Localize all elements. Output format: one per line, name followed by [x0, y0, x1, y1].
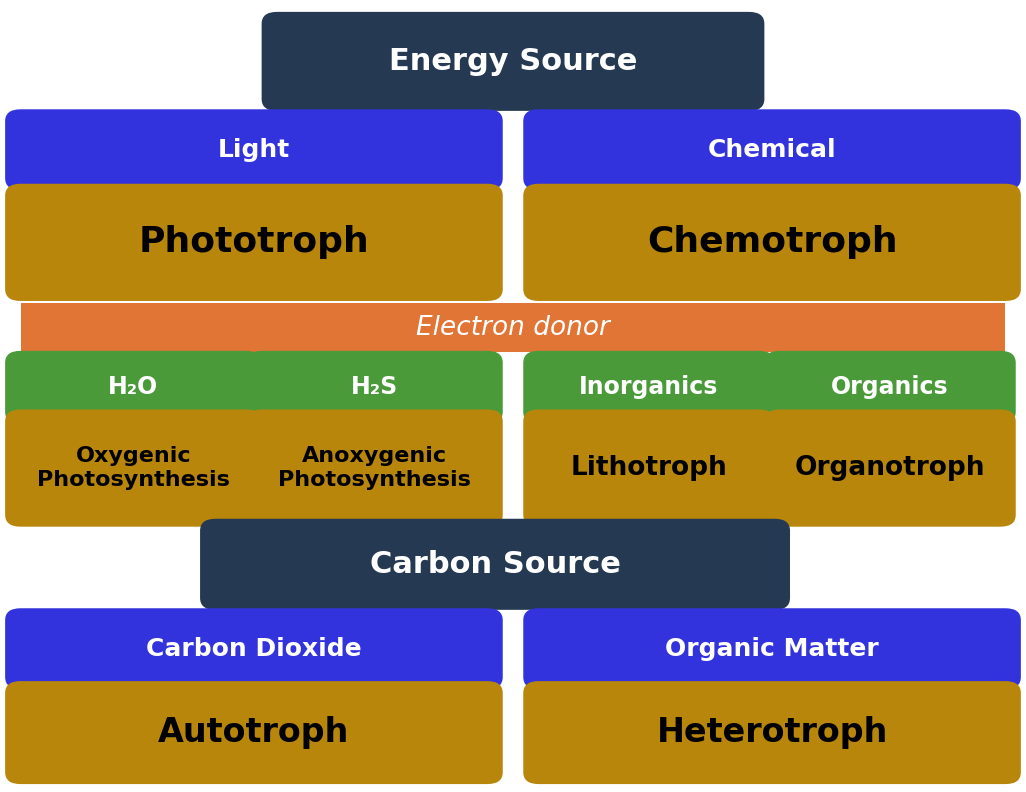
FancyBboxPatch shape: [5, 184, 503, 301]
FancyBboxPatch shape: [523, 409, 775, 527]
FancyBboxPatch shape: [246, 409, 503, 527]
Text: Oxygenic
Photosynthesis: Oxygenic Photosynthesis: [37, 446, 230, 490]
Text: Chemical: Chemical: [708, 138, 836, 162]
FancyBboxPatch shape: [523, 109, 1021, 190]
Text: Carbon Source: Carbon Source: [369, 550, 621, 579]
Text: Lithotroph: Lithotroph: [570, 455, 727, 481]
FancyBboxPatch shape: [246, 351, 503, 424]
Text: Chemotroph: Chemotroph: [646, 226, 898, 259]
Text: Anoxygenic
Photosynthesis: Anoxygenic Photosynthesis: [278, 446, 471, 490]
Text: H₂S: H₂S: [351, 375, 398, 399]
FancyBboxPatch shape: [5, 351, 262, 424]
FancyBboxPatch shape: [523, 184, 1021, 301]
Text: Light: Light: [218, 138, 290, 162]
Text: Autotroph: Autotroph: [158, 716, 350, 749]
FancyBboxPatch shape: [200, 519, 790, 610]
Text: Organic Matter: Organic Matter: [665, 637, 879, 661]
FancyBboxPatch shape: [523, 681, 1021, 784]
FancyBboxPatch shape: [523, 608, 1021, 689]
FancyBboxPatch shape: [764, 351, 1016, 424]
FancyBboxPatch shape: [764, 409, 1016, 527]
FancyBboxPatch shape: [523, 351, 775, 424]
Text: Carbon Dioxide: Carbon Dioxide: [146, 637, 362, 661]
Text: Organotroph: Organotroph: [795, 455, 985, 481]
Text: Energy Source: Energy Source: [389, 47, 637, 76]
Text: Organics: Organics: [831, 375, 949, 399]
Text: Inorganics: Inorganics: [580, 375, 718, 399]
FancyBboxPatch shape: [21, 303, 1005, 352]
FancyBboxPatch shape: [5, 409, 262, 527]
FancyBboxPatch shape: [5, 608, 503, 689]
FancyBboxPatch shape: [262, 12, 764, 111]
FancyBboxPatch shape: [5, 109, 503, 190]
Text: Electron donor: Electron donor: [417, 315, 609, 341]
FancyBboxPatch shape: [5, 681, 503, 784]
Text: H₂O: H₂O: [109, 375, 158, 399]
Text: Heterotroph: Heterotroph: [657, 716, 887, 749]
Text: Phototroph: Phototroph: [139, 226, 369, 259]
